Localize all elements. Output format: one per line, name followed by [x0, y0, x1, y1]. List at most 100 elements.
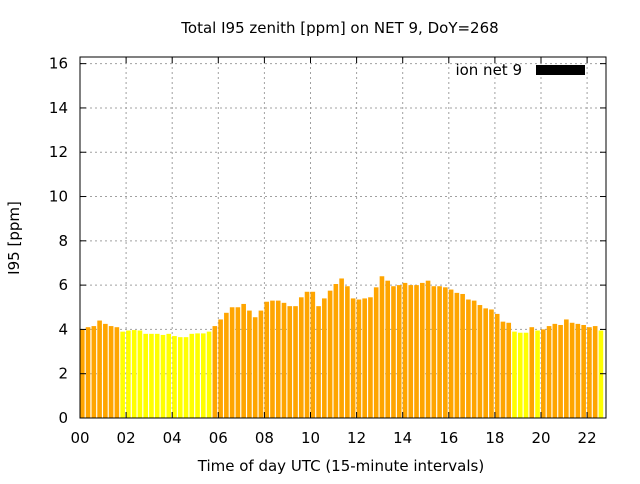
bar [419, 282, 425, 418]
bar [489, 309, 494, 418]
bar [108, 326, 114, 418]
bar [126, 330, 131, 418]
bar [356, 299, 362, 418]
x-tick-label: 16 [439, 429, 458, 447]
bar [385, 280, 391, 418]
x-tick-label: 08 [255, 429, 274, 447]
legend: ion net 9 [455, 61, 585, 79]
bar [316, 306, 321, 418]
bar [483, 308, 488, 418]
bar [327, 290, 333, 418]
bar [546, 326, 552, 418]
bar [229, 307, 235, 418]
bar [396, 285, 402, 418]
bar [114, 327, 120, 418]
x-tick-label: 12 [347, 429, 366, 447]
bar [506, 322, 512, 418]
plot-frame [79, 56, 607, 419]
y-tick-label: 10 [49, 188, 68, 206]
bar [298, 297, 304, 418]
bar [391, 286, 396, 418]
bar [235, 307, 241, 418]
bar [287, 306, 293, 418]
bar [512, 331, 517, 418]
bar [598, 330, 604, 418]
x-tick-label: 14 [393, 429, 412, 447]
legend-swatch [536, 65, 585, 75]
bar [564, 319, 569, 418]
legend-label: ion net 9 [455, 61, 522, 79]
bar [477, 305, 483, 418]
bar [500, 321, 506, 418]
x-tick-label: 18 [485, 429, 504, 447]
bar [443, 287, 448, 418]
y-tick-label: 14 [49, 99, 68, 117]
y-tick-label: 12 [49, 143, 68, 161]
bar [345, 286, 350, 418]
bar [212, 326, 218, 418]
bar [281, 302, 287, 418]
bar [339, 278, 344, 418]
bar [120, 331, 125, 418]
bar [437, 286, 442, 418]
y-tick-label: 6 [58, 276, 68, 294]
x-tick-label: 06 [209, 429, 228, 447]
y-tick-label: 4 [58, 320, 68, 338]
x-tick-label: 04 [163, 429, 182, 447]
x-tick-label: 20 [531, 429, 550, 447]
bar [333, 284, 339, 418]
bar [350, 298, 356, 418]
bar [97, 320, 102, 418]
y-axis-label: I95 [ppm] [5, 201, 23, 275]
x-axis-label: Time of day UTC (15-minute intervals) [197, 457, 484, 475]
bar [368, 297, 373, 418]
bar [373, 287, 379, 418]
bar [177, 337, 183, 418]
bar [460, 293, 465, 418]
bar [322, 298, 327, 418]
bar [172, 336, 177, 418]
bar [85, 327, 91, 418]
bar [517, 332, 523, 418]
bar [587, 327, 592, 418]
bar [569, 322, 575, 418]
bar [310, 291, 316, 418]
bar [471, 300, 477, 418]
bar [149, 333, 154, 418]
bar [189, 333, 195, 418]
bar [552, 323, 558, 418]
bar [247, 310, 252, 418]
bar [454, 292, 460, 418]
bar [431, 286, 437, 418]
bar [224, 312, 229, 418]
y-tick-label: 0 [58, 409, 68, 427]
bar [494, 313, 500, 418]
bar [275, 300, 281, 418]
bar [558, 324, 563, 418]
bar [252, 317, 258, 418]
bar [270, 300, 275, 418]
bar [241, 303, 246, 418]
bar [143, 333, 148, 418]
bar [160, 334, 166, 418]
bar [304, 291, 310, 418]
y-tick-label: 8 [58, 232, 68, 250]
bar [408, 285, 414, 418]
bar [137, 330, 143, 418]
bar [293, 306, 298, 418]
bar [131, 330, 137, 418]
bar [529, 327, 535, 418]
chart-title: Total I95 zenith [ppm] on NET 9, DoY=268 [180, 19, 498, 37]
bar [581, 324, 586, 418]
y-tick-label: 16 [49, 55, 68, 73]
x-tick-label: 00 [70, 429, 89, 447]
bar [206, 331, 212, 418]
y-tick-label: 2 [58, 365, 68, 383]
bar [91, 326, 97, 418]
bar [402, 282, 408, 418]
bar [154, 333, 160, 418]
bar [258, 310, 264, 418]
bar [592, 326, 598, 418]
bar [540, 329, 546, 418]
